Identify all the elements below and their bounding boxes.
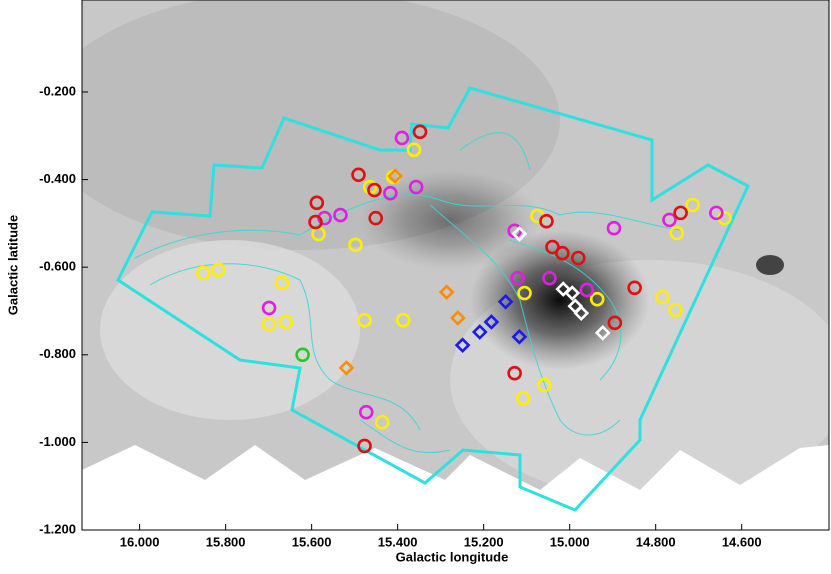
survey-outline [116,86,750,512]
circle-marker [539,213,554,229]
circle-marker [357,312,372,328]
circle-marker [685,197,700,213]
circle-marker [374,414,390,430]
circle-marker [669,225,685,241]
diamond-marker [573,305,590,322]
contours [134,132,681,454]
circle-marker [278,314,294,330]
diamond-marker [450,310,466,326]
circle-marker [673,205,688,221]
circle-marker [510,270,525,286]
circle-marker [408,179,424,195]
circle-marker [367,182,382,198]
circle-marker [627,280,642,296]
circle-marker [368,210,384,226]
circle-marker [589,291,605,307]
circle-marker [545,239,560,255]
x-tick-label: 15.600 [292,534,332,549]
x-tick-label: 14.800 [636,534,676,549]
circle-marker [261,300,277,316]
diamond-marker [483,314,500,330]
circle-marker [195,265,211,281]
y-tick-label: -0.800 [39,346,76,361]
circle-marker [537,377,552,393]
diamond-marker [511,328,528,345]
x-tick-label: 16.000 [120,534,160,549]
diamond-marker [594,325,611,341]
diamond-marker [511,226,528,242]
circle-marker [542,270,557,286]
x-tick-label: 15.800 [206,534,246,549]
circle-marker [662,212,677,228]
y-tick-label: -0.200 [39,83,76,98]
diamond-marker [438,284,455,300]
x-tick-label: 15.200 [464,534,504,549]
y-tick-label: -0.600 [39,259,76,274]
x-tick-label: 15.000 [550,534,590,549]
diamond-marker [497,293,514,310]
circle-marker [261,316,277,332]
y-tick-label: -1.200 [39,521,76,536]
circle-marker [308,214,323,230]
x-tick-label: 15.400 [378,534,418,549]
circle-marker [274,275,290,291]
circle-marker [655,289,670,305]
circle-marker [348,237,363,253]
circle-marker [351,167,366,183]
circle-marker [412,124,428,140]
circle-marker [357,438,372,454]
circle-marker [517,285,532,301]
circle-marker [211,262,226,278]
diamond-marker [471,324,488,340]
circle-marker [395,312,411,328]
diamond-marker [564,285,581,301]
circle-marker [309,195,325,211]
sky-image [82,0,829,530]
circle-marker [358,404,374,420]
circle-marker [383,185,398,201]
circle-marker [606,220,622,236]
y-tick-label: -0.400 [39,171,76,186]
y-axis-label: Galactic latitude [5,215,20,315]
diamond-marker [338,360,355,376]
circle-marker [570,250,586,266]
y-tick-label: -1.000 [39,434,76,449]
diamond-marker [387,168,403,184]
diamond-marker [454,337,471,353]
x-axis-label: Galactic longitude [396,549,509,564]
diamond-marker [555,281,572,297]
circle-marker [579,282,595,298]
circle-marker [406,142,422,158]
circle-marker [515,390,531,406]
circle-marker [507,365,522,381]
circle-marker [607,315,623,331]
plot-frame [81,0,830,531]
circle-marker [333,207,348,223]
circle-marker [394,130,410,146]
circle-marker [709,205,724,221]
circle-marker [295,347,310,363]
circle-marker [668,302,683,318]
x-tick-label: 14.600 [722,534,762,549]
